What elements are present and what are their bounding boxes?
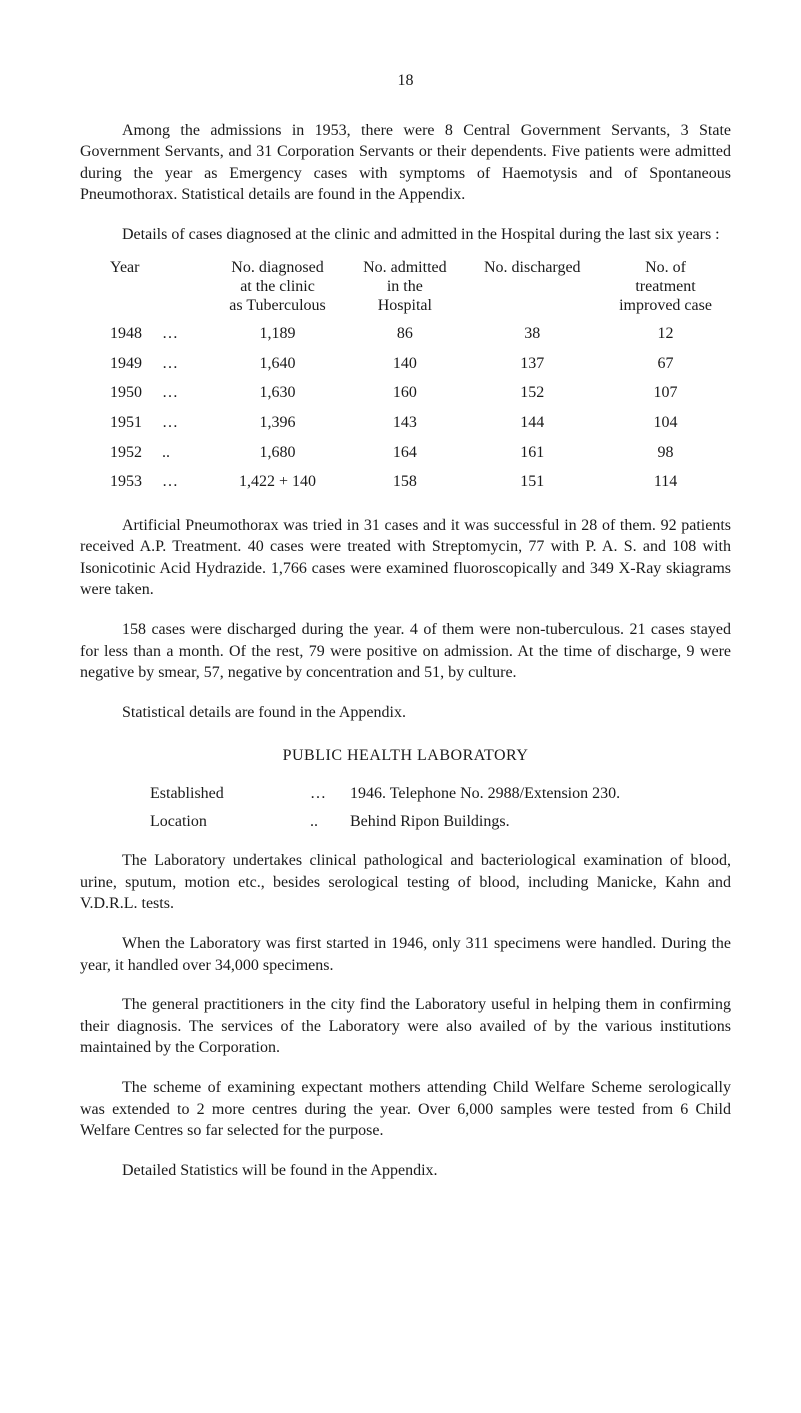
para-lab-5: Detailed Statistics will be found in the…: [80, 1160, 731, 1182]
para-appendix: Statistical details are found in the App…: [80, 702, 731, 724]
para-lab-2: When the Laboratory was first started in…: [80, 933, 731, 976]
cell-diagnosed: 1,680: [210, 438, 345, 468]
para-lab-4: The scheme of examining expectant mother…: [80, 1077, 731, 1142]
para-lab-1: The Laboratory undertakes clinical patho…: [80, 850, 731, 915]
cell-treatment: 114: [600, 467, 731, 497]
cell-year: 1953 …: [80, 467, 210, 497]
para-intro: Among the admissions in 1953, there were…: [80, 120, 731, 206]
col-year: Year: [80, 254, 210, 320]
page-number: 18: [80, 70, 731, 92]
cell-treatment: 98: [600, 438, 731, 468]
cell-diagnosed: 1,422 + 140: [210, 467, 345, 497]
cell-year: 1949 …: [80, 349, 210, 379]
table-row: 1952 ..1,68016416198: [80, 438, 731, 468]
cell-discharged: 38: [465, 319, 601, 349]
cell-year: 1951 …: [80, 408, 210, 438]
cell-year: 1952 ..: [80, 438, 210, 468]
table-row: 1951 …1,396143144104: [80, 408, 731, 438]
cell-year: 1948 …: [80, 319, 210, 349]
cell-admitted: 164: [345, 438, 464, 468]
table-head: Year No. diagnosedat the clinicas Tuberc…: [80, 254, 731, 320]
para-stats-lead: Details of cases diagnosed at the clinic…: [80, 224, 731, 246]
cell-treatment: 107: [600, 378, 731, 408]
table-row: 1953 …1,422 + 140158151114: [80, 467, 731, 497]
kv-label: Location: [150, 811, 310, 833]
col-discharged: No. discharged: [465, 254, 601, 320]
cell-treatment: 104: [600, 408, 731, 438]
kv-location: Location .. Behind Ripon Buildings.: [80, 811, 731, 833]
cell-treatment: 12: [600, 319, 731, 349]
kv-established: Established … 1946. Telephone No. 2988/E…: [80, 783, 731, 805]
para-artificial: Artificial Pneumothorax was tried in 31 …: [80, 515, 731, 601]
col-admitted: No. admittedin theHospital: [345, 254, 464, 320]
cell-discharged: 151: [465, 467, 601, 497]
stats-table: Year No. diagnosedat the clinicas Tuberc…: [80, 254, 731, 497]
cell-discharged: 137: [465, 349, 601, 379]
para-discharged: 158 cases were discharged during the yea…: [80, 619, 731, 684]
kv-value: Behind Ripon Buildings.: [350, 811, 731, 833]
para-lab-3: The general practitioners in the city fi…: [80, 994, 731, 1059]
col-diagnosed: No. diagnosedat the clinicas Tuberculous: [210, 254, 345, 320]
cell-year: 1950 …: [80, 378, 210, 408]
section-heading: PUBLIC HEALTH LABORATORY: [80, 745, 731, 767]
cell-admitted: 140: [345, 349, 464, 379]
kv-sep: …: [310, 783, 350, 805]
cell-diagnosed: 1,630: [210, 378, 345, 408]
cell-diagnosed: 1,640: [210, 349, 345, 379]
cell-discharged: 152: [465, 378, 601, 408]
cell-diagnosed: 1,189: [210, 319, 345, 349]
cell-admitted: 86: [345, 319, 464, 349]
table-row: 1950 …1,630160152107: [80, 378, 731, 408]
cell-admitted: 143: [345, 408, 464, 438]
cell-admitted: 160: [345, 378, 464, 408]
cell-diagnosed: 1,396: [210, 408, 345, 438]
kv-value: 1946. Telephone No. 2988/Extension 230.: [350, 783, 731, 805]
cell-discharged: 161: [465, 438, 601, 468]
page: 18 Among the admissions in 1953, there w…: [0, 0, 801, 1413]
col-treatment: No. oftreatmentimproved case: [600, 254, 731, 320]
kv-sep: ..: [310, 811, 350, 833]
cell-discharged: 144: [465, 408, 601, 438]
table-body: 1948 …1,1898638121949 …1,640140137671950…: [80, 319, 731, 497]
table-row: 1948 …1,189863812: [80, 319, 731, 349]
cell-treatment: 67: [600, 349, 731, 379]
cell-admitted: 158: [345, 467, 464, 497]
table-row: 1949 …1,64014013767: [80, 349, 731, 379]
kv-label: Established: [150, 783, 310, 805]
